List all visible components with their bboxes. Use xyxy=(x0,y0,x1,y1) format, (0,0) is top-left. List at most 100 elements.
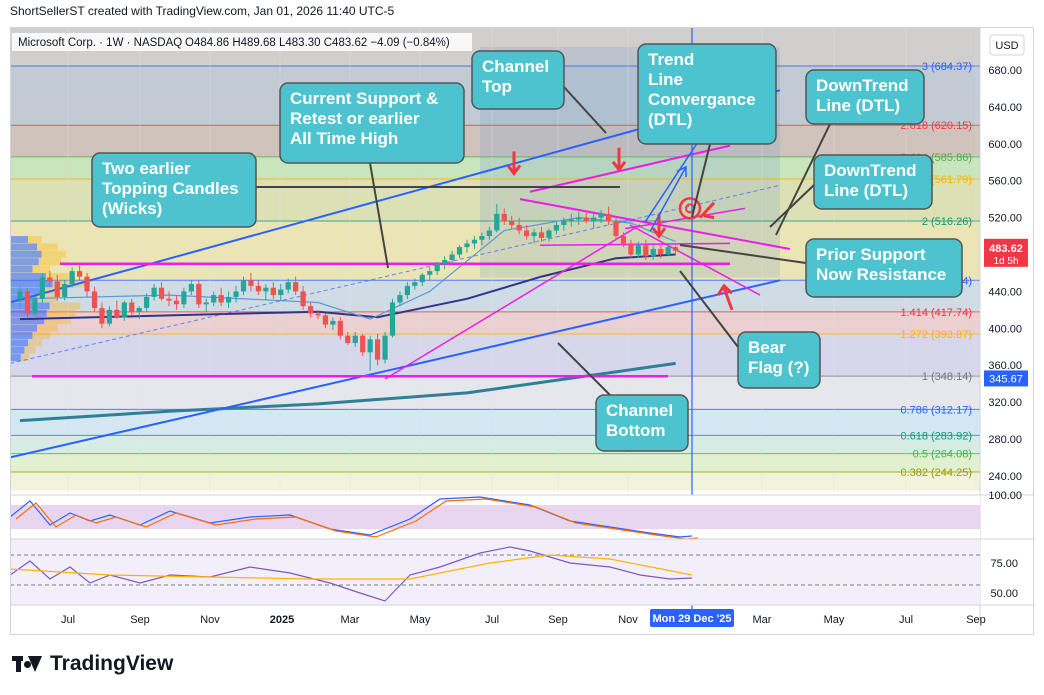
candle-body xyxy=(613,221,619,237)
fib-label: 3 (684.37) xyxy=(922,61,972,73)
callout-text: Two earlier xyxy=(102,159,191,178)
candle-body xyxy=(77,271,83,277)
callout-pointer xyxy=(557,342,611,396)
candle-body xyxy=(293,282,299,292)
fib-label: 1.272 (393.87) xyxy=(900,329,972,341)
candle-body xyxy=(546,230,552,238)
candle-body xyxy=(315,313,321,316)
volume-profile-bar xyxy=(10,339,28,347)
candle-body xyxy=(218,295,224,303)
volume-profile-bar xyxy=(10,243,37,251)
callout-text: All Time High xyxy=(290,129,398,148)
callout-text: Bottom xyxy=(606,421,665,440)
red-down-arrow xyxy=(651,227,667,239)
candle-body xyxy=(576,217,582,220)
candle-body xyxy=(211,295,217,303)
callout-box xyxy=(805,69,925,125)
candle-body xyxy=(643,245,649,257)
callout-box xyxy=(279,82,465,164)
currency-selector: USD xyxy=(989,34,1025,56)
callout-text: DownTrend xyxy=(824,161,917,180)
candle-body xyxy=(591,217,597,222)
callout-pointer xyxy=(369,162,389,269)
volume-profile-bar xyxy=(28,236,42,244)
blue-arrow xyxy=(649,166,687,232)
callout-text: Line xyxy=(648,70,683,89)
callout-pointer xyxy=(691,143,711,218)
candle-body xyxy=(673,247,679,251)
last-price-box xyxy=(984,238,1028,267)
fib-label: 0.618 (283.92) xyxy=(900,430,972,442)
tradingview-brand[interactable]: TradingView xyxy=(12,652,173,676)
volume-profile-bar xyxy=(10,331,33,339)
callout-text: Topping Candles xyxy=(102,179,239,198)
volume-profile-bar xyxy=(20,354,30,362)
rsi-tick-label: 50.00 xyxy=(990,588,1018,600)
legend-symbol: Microsoft Corp. · 1W · NASDAQ xyxy=(18,37,182,49)
candle-body xyxy=(419,274,425,283)
volume-profile-bar xyxy=(10,346,25,354)
candle-body xyxy=(650,248,656,257)
volume-profile-bar xyxy=(46,272,74,280)
callout-box xyxy=(595,394,689,452)
candle-body xyxy=(307,306,314,314)
fib-label: 0.786 (312.17) xyxy=(900,404,972,416)
candle-body xyxy=(404,285,410,296)
candle-body xyxy=(255,285,261,292)
candle-body xyxy=(270,287,276,296)
candle-body xyxy=(628,243,634,255)
candle-body xyxy=(494,213,500,231)
callout-text: (DTL) xyxy=(648,110,692,129)
candle-body xyxy=(345,335,351,344)
callout-pointer xyxy=(775,123,831,236)
callout-text: Retest or earlier xyxy=(290,109,420,128)
candle-body xyxy=(375,339,381,360)
price-chart[interactable]: 3 (684.37)2.618 (620.15)2.414 (585.86)2.… xyxy=(10,27,1034,635)
price-tick-label: 560.00 xyxy=(988,176,1022,188)
stoch-band xyxy=(10,505,980,529)
callout-text: Prior Support xyxy=(816,245,926,264)
candle-body xyxy=(158,287,165,299)
candle-body xyxy=(240,280,247,292)
candle-body xyxy=(188,284,194,292)
trend-line xyxy=(529,144,731,193)
callout-text: Line (DTL) xyxy=(816,96,900,115)
candle-body xyxy=(17,291,23,299)
volume-profile-bar xyxy=(28,339,42,347)
candle-body xyxy=(486,230,492,237)
volume-profile-bar xyxy=(10,258,39,266)
candle-body xyxy=(620,236,627,244)
callout-text: Trend xyxy=(648,50,694,69)
price-tick-label: 600.00 xyxy=(988,139,1022,151)
callout-text: Now Resistance xyxy=(816,265,946,284)
candle-body xyxy=(285,282,291,290)
candle-body xyxy=(434,263,440,272)
brand-name: TradingView xyxy=(50,652,174,675)
red-down-arrow xyxy=(611,160,627,173)
callout-box xyxy=(805,238,963,298)
time-tick-label: May xyxy=(410,614,431,626)
callout-box xyxy=(737,331,821,389)
time-tick-label: Sep xyxy=(966,614,986,626)
channel-mid-line xyxy=(10,184,781,364)
time-tick-label: Nov xyxy=(200,614,220,626)
chart-credit: ShortSellerST created with TradingView.c… xyxy=(10,4,395,18)
fib-zone xyxy=(10,311,980,334)
time-highlight-label: Mon 29 Dec '25 xyxy=(652,613,731,625)
level-345-tag: 345.67 xyxy=(984,370,1028,387)
fib-zone xyxy=(10,435,980,454)
flag-bottom-line xyxy=(629,224,761,296)
volume-profile-bar xyxy=(46,309,76,317)
fib-zone xyxy=(10,453,980,472)
rsi-ma-line xyxy=(10,554,693,580)
level-345-box xyxy=(984,370,1028,387)
legend-ohlc: O484.86 H489.68 L483.30 C483.62 −4.09 (−… xyxy=(185,37,450,49)
level-345-value: 345.67 xyxy=(989,373,1023,385)
candle-body xyxy=(635,245,641,255)
candle-body xyxy=(248,280,254,286)
